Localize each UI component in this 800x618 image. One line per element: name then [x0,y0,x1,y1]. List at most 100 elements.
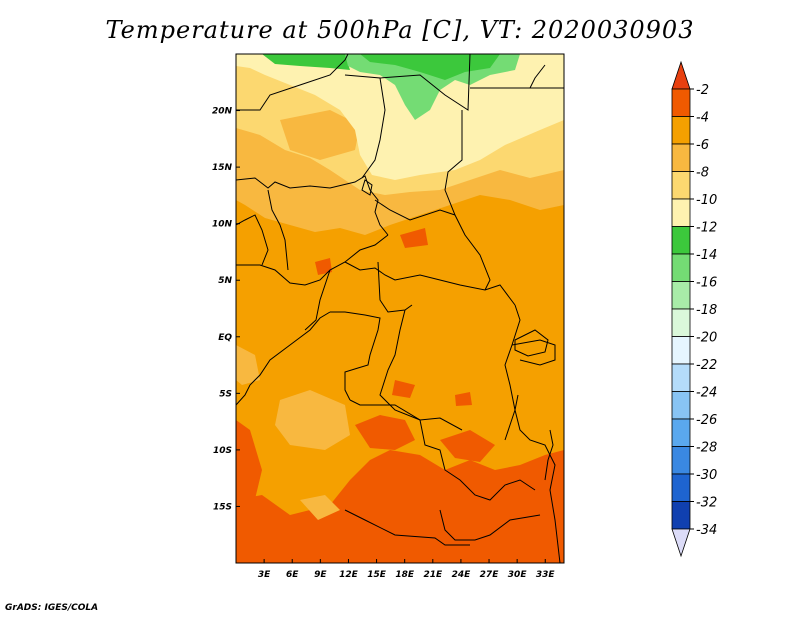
x-tick-label: 30E [508,570,528,580]
y-tick-label: 5S [219,389,232,399]
colorbar-box [671,336,691,365]
field-region-cool-patch-south [300,495,340,520]
border-zambia-south [439,509,541,541]
colorbar-label: -22 [696,358,717,373]
colorbar-box [671,198,691,227]
colorbar-box [671,446,691,475]
colorbar: -2 -4 -6 -8 -10 -12 -14 -16 -18 -20 -22 -24 -26 -28 -3… [671,60,717,558]
colorbar-box [671,281,691,310]
field-region-colder-core [360,54,500,80]
border-niger-east [344,74,386,179]
y-tick-label: 10S [213,446,232,456]
colorbar-box [671,308,691,337]
border-drc-west [379,309,463,431]
field-region-warm-spot-1 [392,380,415,398]
border-algeria-mali [236,54,349,111]
colorbar-box [671,501,691,530]
colorbar-box [671,88,691,117]
field-region-warm-spot-2 [455,392,472,406]
grads-credit: GrADS: IGES/COLA [5,603,99,613]
border-uganda-kenya [511,339,556,366]
coastline-cameroon [304,269,331,331]
field-region-cool-patch-niger [280,110,360,160]
field-region-warm-southwest [236,420,262,525]
y-tick-label: 10N [212,220,233,230]
border-libya-chad [379,54,471,111]
y-axis: 20N 15N 10N 5N EQ 5S 10S 15S [212,107,240,512]
colorbar-box [671,473,691,502]
colorbar-label: -8 [696,166,709,181]
colorbar-label: -12 [696,221,717,236]
lake-victoria [514,329,549,357]
colorbar-bottom-arrow [671,528,691,558]
border-west-ghana [236,214,269,266]
colorbar-label: -18 [696,303,717,318]
colorbar-label: -32 [696,496,717,511]
colorbar-box [671,143,691,172]
field-region-warm-zambia [440,430,495,462]
x-tick-label: 3E [258,570,271,580]
x-axis: 3E 6E 9E 12E 15E 18E 21E 24E 27E 30E 33E [258,559,556,580]
colorbar-label: -20 [696,331,717,346]
field-region-cold-libya-egypt [345,54,520,120]
border-namibia-north [344,509,470,546]
border-angola-zambia [349,399,536,501]
colorbar-box [671,391,691,420]
colorbar-box [671,116,691,145]
colorbar-boxes [671,88,691,530]
x-tick-label: 6E [286,570,299,580]
map-title: Temperature at 500hPa [C], VT: 202003090… [105,16,695,44]
y-tick-label: 15N [212,163,233,173]
x-tick-label: 21E [423,570,443,580]
field-region-cool-patch-congo [275,390,350,450]
colorbar-label: -26 [696,413,717,428]
x-tick-label: 33E [536,570,556,580]
colorbar-label: -28 [696,441,717,456]
x-tick-label: 9E [314,570,327,580]
field-region-warm-south [236,450,564,563]
y-tick-label: 5N [218,276,232,286]
border-cameroon-car [377,261,413,313]
colorbar-box [671,363,691,392]
field-region-cool-patch-coast [236,345,260,385]
colorbar-box [671,253,691,282]
colorbar-label: -4 [696,111,709,126]
coastline-lake-malawi [544,429,554,481]
colorbar-box [671,418,691,447]
colorbar-box [671,171,691,200]
x-tick-label: 27E [480,570,500,580]
y-tick-label: 15S [213,502,232,512]
country-borders [236,54,564,563]
coastline-gabon [236,311,331,406]
colorbar-box [671,226,691,255]
x-tick-label: 12E [339,570,359,580]
map-frame [235,53,565,564]
colorbar-label: -16 [696,276,717,291]
colorbar-label: -24 [696,386,717,401]
field-region-warm-angola [355,415,415,450]
y-tick-label: EQ [218,333,232,343]
y-tick-label: 20N [212,107,233,117]
lake-chad [361,179,373,196]
colorbar-label: -14 [696,248,717,263]
coastline-red-sea [529,64,546,89]
field-region-warm-spot-3 [400,228,428,248]
border-guinea-coast [236,234,389,286]
border-togo-benin [267,189,289,271]
border-chad-south [374,199,456,221]
border-car-south [344,261,516,306]
x-tick-label: 24E [452,570,472,580]
field-region-cold-libya-west [262,54,350,70]
colorbar-label: -6 [696,138,709,153]
border-tanganyika [504,394,519,441]
border-sahel-west [236,175,389,236]
colorbar-top-arrow [671,60,691,90]
field-region-warm-spot-4 [315,258,332,275]
x-tick-label: 18E [395,570,415,580]
colorbar-label: -34 [696,523,717,538]
temperature-field [236,54,564,563]
x-tick-label: 15E [367,570,387,580]
colorbar-labels: -2 -4 -6 -8 -10 -12 -14 -16 -18 -20 -22 -24 -26 -28 -3… [690,83,717,538]
colorbar-label: -30 [696,468,717,483]
